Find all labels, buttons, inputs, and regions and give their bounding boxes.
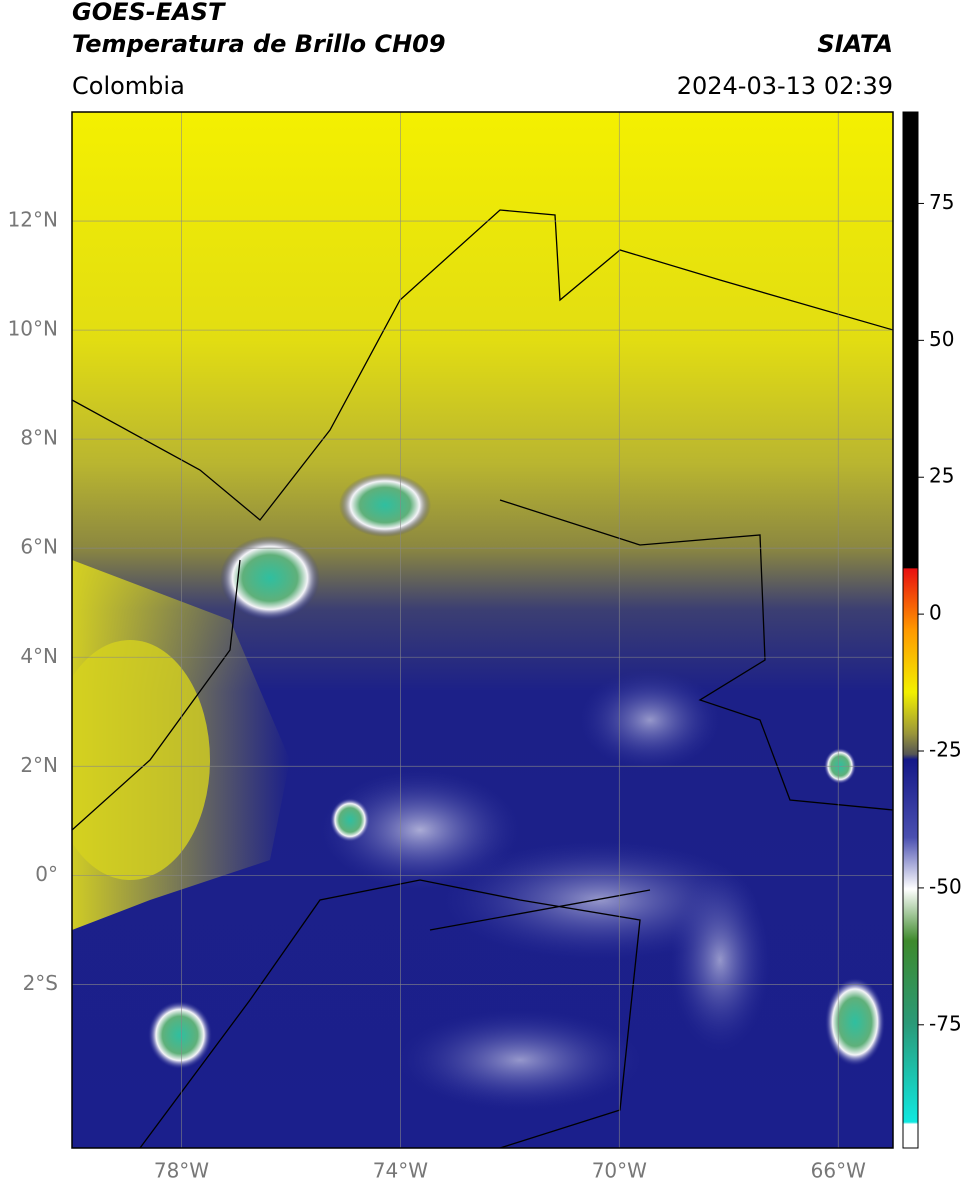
lat-tick-label: 10°N bbox=[8, 317, 58, 341]
colorbar-tick-label: -50 bbox=[929, 874, 962, 898]
satellite-image bbox=[72, 112, 893, 1148]
colorbar-tick-label: 0 bbox=[929, 601, 942, 625]
lon-tick-label: 78°W bbox=[154, 1159, 209, 1183]
colorbar-ticks: 75 50 25 0 -25 -50 -75 bbox=[918, 190, 962, 1035]
colorbar-tick-label: -75 bbox=[929, 1011, 962, 1035]
lat-tick-label: 4°N bbox=[20, 644, 58, 668]
colorbar bbox=[902, 111, 919, 1149]
lat-tick-label: 2°S bbox=[23, 971, 58, 995]
title: GOES-EAST bbox=[72, 0, 226, 26]
graticule bbox=[72, 112, 893, 1148]
colorbar-tick-label: 50 bbox=[929, 327, 954, 351]
colorbar-tick-label: -25 bbox=[929, 738, 962, 762]
timestamp: 2024-03-13 02:39 bbox=[677, 72, 893, 100]
subtitle: Temperatura de Brillo CH09 bbox=[72, 30, 446, 58]
map-frame bbox=[71, 111, 894, 1149]
lat-tick-label: 0° bbox=[35, 862, 58, 886]
lat-tick-label: 8°N bbox=[20, 426, 58, 450]
lat-tick-label: 2°N bbox=[20, 753, 58, 777]
lon-tick-label: 66°W bbox=[811, 1159, 866, 1183]
lon-tick-label: 70°W bbox=[592, 1159, 647, 1183]
lat-tick-label: 12°N bbox=[8, 208, 58, 232]
region: Colombia bbox=[72, 72, 185, 100]
source: SIATA bbox=[817, 30, 893, 58]
lon-tick-label: 74°W bbox=[373, 1159, 428, 1183]
colorbar-tick-label: 75 bbox=[929, 190, 954, 214]
lat-tick-label: 6°N bbox=[20, 535, 58, 559]
colorbar-tick-label: 25 bbox=[929, 464, 954, 488]
